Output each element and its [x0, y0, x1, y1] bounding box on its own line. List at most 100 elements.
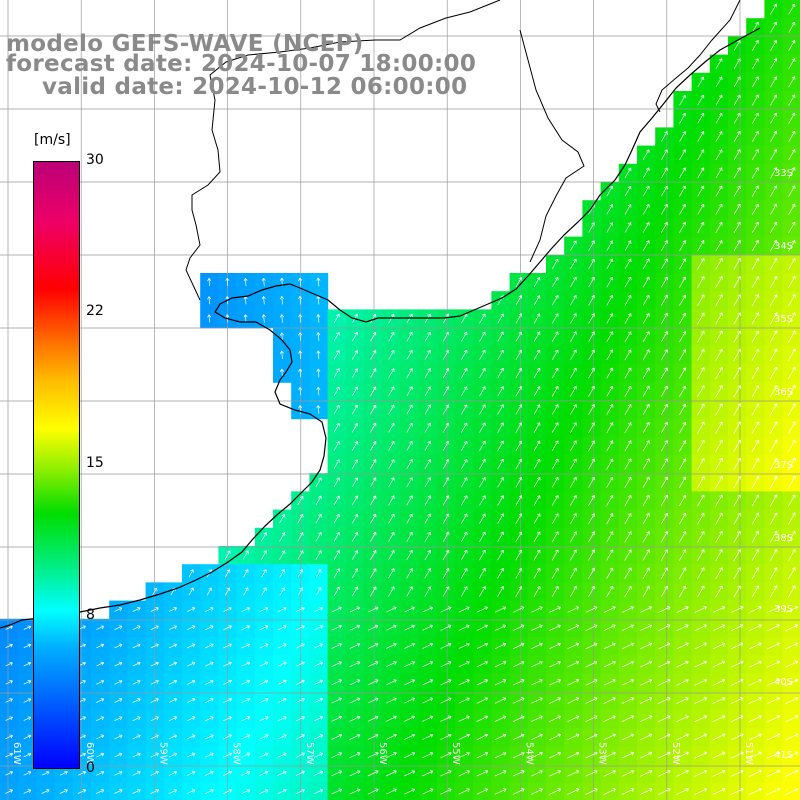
wind-cell: [709, 637, 729, 656]
wind-arrow: [715, 439, 723, 452]
wind-cell: [691, 382, 711, 401]
wind-arrow: [333, 550, 340, 560]
wind-arrow: [569, 567, 577, 579]
wind-cell: [509, 527, 529, 547]
wind-arrow: [549, 751, 562, 759]
wind-arrow: [712, 642, 726, 650]
wind-cell: [673, 309, 693, 329]
wind-arrow: [424, 422, 431, 433]
wind-cell: [145, 600, 165, 620]
wind-arrow: [315, 495, 322, 506]
wind-arrow: [751, 257, 760, 270]
wind-cell: [564, 382, 583, 401]
wind-cell: [546, 291, 565, 310]
wind-arrow: [186, 770, 196, 776]
wind-arrow: [440, 697, 452, 704]
wind-cell: [728, 109, 747, 128]
wind-arrow: [733, 221, 741, 234]
wind-arrow: [241, 697, 251, 704]
wind-arrow: [769, 457, 778, 471]
wind-cell: [691, 546, 711, 565]
wind-arrow: [624, 422, 632, 434]
wind-cell: [127, 600, 147, 620]
wind-cell: [418, 564, 438, 583]
wind-arrow: [533, 276, 541, 288]
wind-arrow: [658, 788, 671, 795]
wind-arrow: [642, 385, 650, 397]
wind-arrow: [515, 404, 523, 415]
wind-arrow: [588, 403, 595, 415]
wind-cell: [746, 218, 765, 238]
wind-cell: [254, 564, 274, 583]
wind-cell: [400, 673, 420, 693]
wind-cell: [564, 564, 583, 583]
wind-cell: [473, 473, 492, 492]
wind-arrow: [748, 624, 762, 632]
wind-cell: [455, 637, 474, 656]
wind-cell: [764, 364, 784, 383]
wind-cell: [509, 509, 529, 529]
wind-arrow: [748, 642, 762, 650]
wind-arrow: [243, 314, 248, 323]
wind-cell: [254, 546, 274, 565]
wind-arrow: [642, 440, 650, 452]
wind-cell: [418, 473, 438, 492]
wind-cell: [18, 728, 37, 747]
wind-cell: [364, 327, 383, 347]
wind-cell: [582, 746, 602, 765]
wind-arrow: [494, 642, 507, 650]
wind-cell: [600, 691, 620, 711]
wind-cell: [91, 655, 110, 674]
wind-cell: [618, 764, 638, 784]
wind-cell: [691, 436, 711, 456]
wind-cell: [746, 382, 765, 401]
wind-cell: [145, 746, 165, 765]
wind-arrow: [5, 752, 13, 758]
wind-cell: [637, 145, 656, 165]
wind-cell: [327, 418, 347, 438]
wind-cell: [600, 182, 620, 201]
wind-arrow: [460, 367, 468, 379]
wind-arrow: [697, 130, 705, 142]
wind-arrow: [497, 549, 504, 561]
wind-arrow: [186, 661, 196, 667]
wind-arrow: [585, 733, 598, 741]
wind-arrow: [588, 276, 595, 288]
wind-cell: [455, 418, 474, 438]
wind-cell: [309, 691, 329, 711]
wind-arrow: [349, 770, 361, 777]
wind-arrow: [512, 770, 525, 777]
wind-cell: [764, 436, 784, 456]
wind-cell: [728, 691, 747, 711]
wind-cell: [436, 418, 456, 438]
wind-arrow: [351, 386, 359, 396]
wind-arrow: [679, 258, 687, 270]
wind-arrow: [442, 549, 450, 561]
wind-arrow: [370, 350, 377, 360]
wind-cell: [691, 236, 711, 256]
wind-cell: [145, 637, 165, 656]
wind-cell: [764, 91, 784, 110]
wind-arrow: [585, 751, 598, 759]
wind-cell: [746, 691, 765, 711]
wind-arrow: [243, 587, 249, 596]
wind-arrow: [458, 697, 470, 704]
wind-arrow: [751, 330, 760, 343]
wind-arrow: [733, 149, 741, 161]
wind-arrow: [386, 606, 397, 613]
wind-arrow: [96, 661, 105, 667]
wind-cell: [637, 746, 656, 765]
wind-cell: [345, 618, 365, 638]
wind-arrow: [96, 679, 105, 685]
wind-cell: [564, 728, 583, 747]
wind-cell: [455, 509, 474, 529]
wind-cell: [327, 709, 347, 729]
wind-arrow: [367, 770, 379, 777]
wind-cell: [582, 200, 602, 219]
wind-cell: [746, 91, 765, 110]
wind-arrow: [785, 696, 799, 705]
wind-arrow: [588, 258, 595, 270]
wind-cell: [436, 637, 456, 656]
wind-cell: [418, 709, 438, 729]
wind-arrow: [733, 40, 741, 51]
